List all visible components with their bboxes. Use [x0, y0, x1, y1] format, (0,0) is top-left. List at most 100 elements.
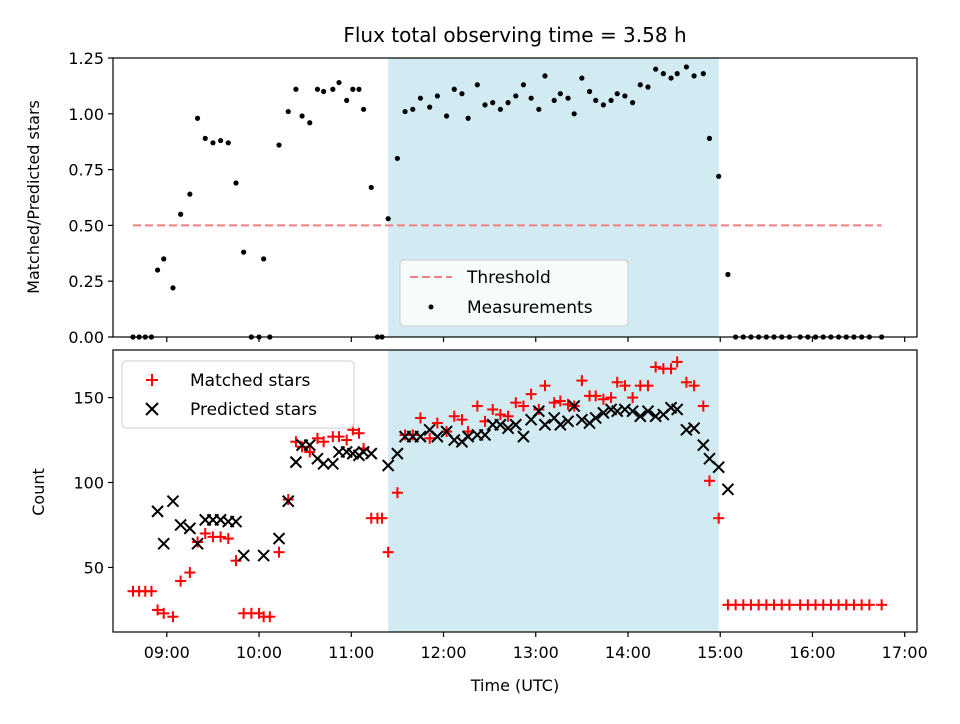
measurements-point [443, 113, 450, 119]
matched-stars-point [627, 392, 639, 404]
measurements-point [225, 140, 231, 146]
measurements-point [336, 79, 342, 86]
matched-stars-point [222, 533, 234, 545]
matched-stars-point [391, 487, 403, 499]
ratio-x-ticks [166, 337, 906, 342]
measurements-point [202, 135, 208, 141]
count-x-label: Time (UTC) [470, 676, 559, 695]
measurements-point [285, 108, 291, 115]
matched-stars-point [510, 397, 522, 409]
matched-stars-point [703, 475, 715, 487]
measurements-point [706, 135, 713, 141]
count-y-axis: 50 100 150 [73, 389, 113, 577]
y-tick-label: 1.00 [68, 105, 104, 124]
matched-stars-point [158, 607, 170, 619]
measurements-point [700, 71, 706, 77]
predicted-stars-point [317, 457, 330, 471]
matched-stars-point [431, 417, 443, 429]
measurements-point [307, 120, 313, 126]
predicted-legend-label: Predicted stars [190, 400, 317, 420]
matched-stars-point [167, 611, 179, 623]
matched-stars-point [502, 410, 514, 422]
y-tick-label: 100 [73, 474, 104, 493]
measurements-point [434, 93, 440, 99]
count-axes-frame [112, 349, 918, 633]
matched-stars-point [533, 403, 545, 415]
measurements-point [668, 75, 674, 81]
predicted-stars-point [494, 418, 507, 431]
predicted-stars-point [289, 455, 303, 469]
y-tick-label: 0.75 [68, 161, 104, 180]
matched-stars-point [215, 531, 227, 543]
matched-stars-point [590, 390, 602, 402]
measurements-point [410, 106, 416, 112]
x-tick-label: 16:00 [789, 643, 835, 662]
matched-stars-point [448, 410, 460, 422]
predicted-stars-point [597, 406, 610, 420]
predicted-stars-point [501, 421, 515, 435]
measurements-point [293, 86, 299, 92]
x-tick-label: 13:00 [513, 643, 559, 662]
predicted-stars-point [391, 447, 404, 460]
matched-stars-point [145, 585, 157, 597]
matched-stars-point [376, 512, 388, 524]
predicted-stars-point [687, 421, 701, 435]
predicted-stars-point [538, 418, 552, 431]
predicted-stars-point [257, 549, 270, 562]
matched-stars-point [713, 512, 725, 524]
matched-stars-point [304, 446, 316, 458]
measurements-point [161, 256, 167, 262]
measurements-legend-label: Measurements [467, 298, 593, 318]
measurements-point [490, 100, 496, 106]
measurements-point [653, 66, 659, 72]
predicted-stars-point [670, 403, 684, 416]
measurements-point [683, 64, 690, 70]
matched-stars-point [471, 400, 483, 412]
measurements-point [170, 285, 176, 291]
measurements-point [330, 86, 336, 92]
y-tick-label: 150 [73, 389, 104, 408]
predicted-stars-point [303, 438, 316, 452]
predicted-stars-point [697, 438, 710, 452]
measurements-point [459, 91, 465, 97]
measurements-point [497, 106, 503, 112]
measurements-point [465, 115, 471, 121]
matched-stars-point [318, 436, 330, 448]
measurements-point [637, 82, 643, 88]
y-tick-label: 0.50 [68, 216, 104, 235]
observing-window-shade [388, 350, 719, 632]
measurements-point [210, 140, 216, 146]
measurements-point [368, 184, 374, 191]
predicted-stars-point [272, 532, 286, 545]
matched-stars-point [192, 536, 204, 548]
matched-stars-point [576, 375, 588, 387]
measurements-point [356, 86, 362, 92]
chart-title: Flux total observing time = 3.58 h [343, 23, 686, 47]
predicted-stars-point [157, 537, 170, 550]
matched-stars-point [554, 395, 566, 407]
measurements-point [427, 104, 433, 110]
threshold-legend-label: Threshold [466, 268, 551, 288]
matched-stars-point [184, 567, 196, 579]
count-legend: Matched stars Predicted stars [121, 360, 355, 429]
measurements-point [630, 100, 636, 106]
ratio-y-axis: 0.00 0.25 0.50 0.75 1.00 1.25 [68, 49, 113, 347]
matched-stars-point [665, 363, 677, 375]
predicted-stars-point [712, 461, 725, 474]
measurements-point [571, 111, 577, 117]
count-x-axis: 09:00 10:00 11:00 12:00 13:00 14:00 15:00 16:00… [144, 632, 928, 662]
matched-stars-point [697, 400, 709, 412]
measurements-point [586, 88, 593, 95]
y-tick-label: 50 [84, 558, 104, 577]
measurements-point [660, 71, 666, 77]
x-tick-label: 15:00 [697, 643, 743, 662]
measurements-point [645, 84, 651, 90]
predicted-stars-point [509, 418, 522, 431]
measurements-point [350, 86, 356, 92]
matched-stars-point [341, 434, 353, 446]
measurements-point [551, 97, 557, 104]
x-tick-label: 17:00 [882, 643, 928, 662]
x-tick-label: 10:00 [236, 643, 282, 662]
predicted-stars-point [532, 404, 546, 418]
